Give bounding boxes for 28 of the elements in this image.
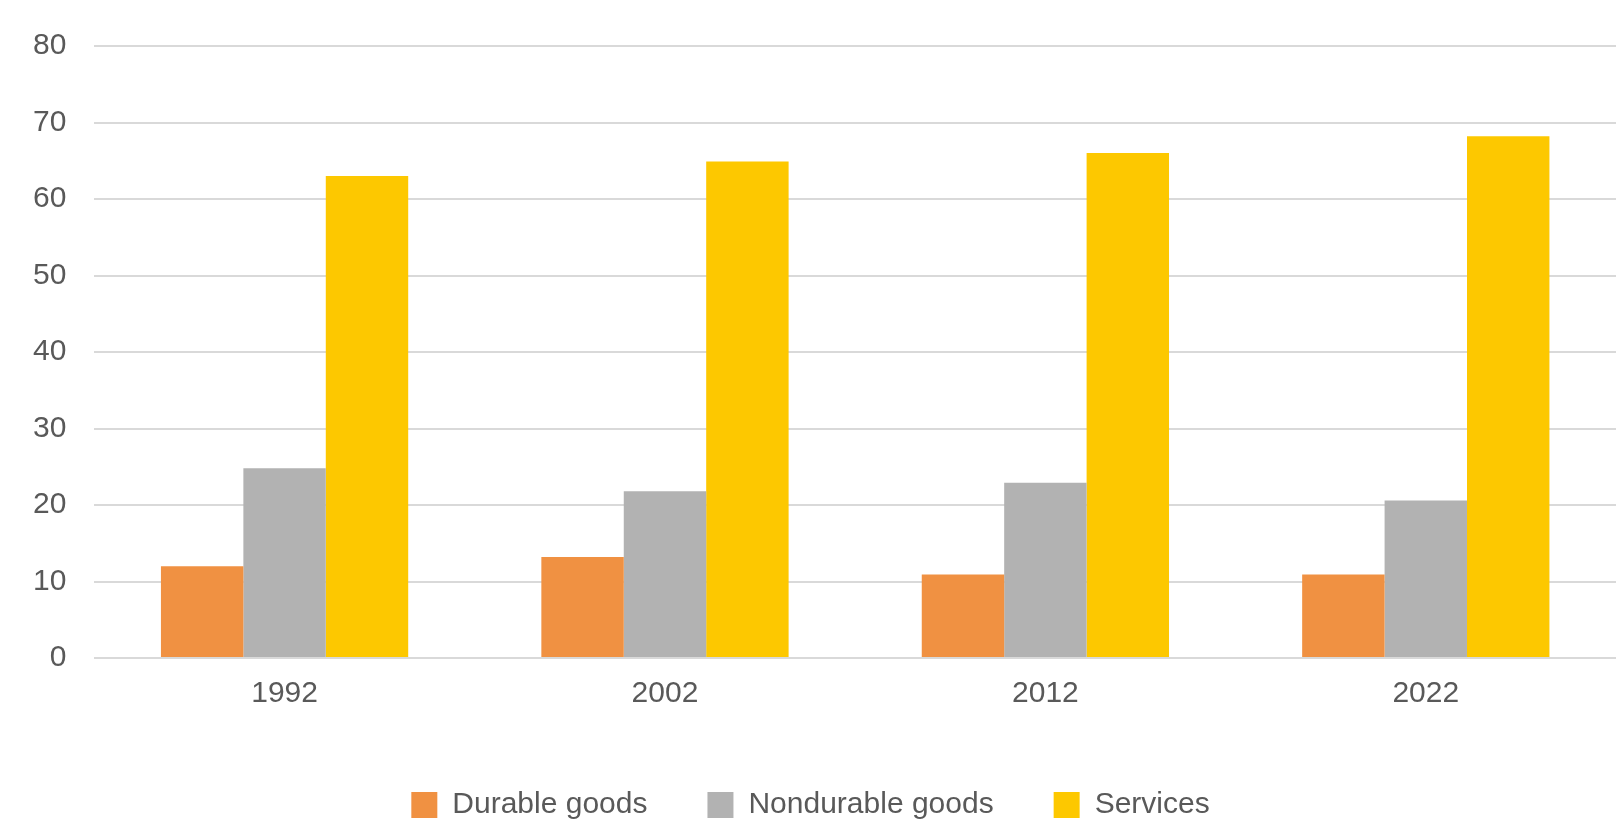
bar (623, 491, 707, 657)
bar (160, 566, 244, 657)
bar (706, 161, 789, 657)
x-tick-label: 2012 (1012, 675, 1079, 709)
x-tick-label: 1992 (251, 675, 318, 709)
legend-label: Services (1094, 786, 1210, 820)
bar (1384, 500, 1468, 657)
y-tick-label: 50 (32, 256, 67, 290)
bar (541, 557, 624, 657)
bar (325, 176, 409, 657)
bar (1086, 153, 1170, 657)
bar (1302, 574, 1385, 657)
y-tick-label: 20 (32, 486, 67, 520)
y-tick-label: 80 (32, 27, 67, 61)
x-tick-label: 2022 (1392, 675, 1460, 709)
y-tick-label: 40 (32, 333, 67, 367)
y-tick-label: 10 (32, 562, 67, 596)
bar (243, 468, 326, 657)
bar (1004, 482, 1087, 657)
y-tick-label: 70 (32, 103, 67, 137)
y-tick-label: 0 (49, 639, 67, 673)
bar (921, 574, 1005, 657)
x-tick-label: 2002 (631, 675, 699, 709)
legend-label: Durable goods (452, 786, 648, 820)
y-tick-label: 60 (32, 180, 67, 214)
legend-label: Nondurable goods (748, 786, 994, 820)
y-tick-label: 30 (32, 409, 67, 443)
bar (1467, 136, 1550, 657)
